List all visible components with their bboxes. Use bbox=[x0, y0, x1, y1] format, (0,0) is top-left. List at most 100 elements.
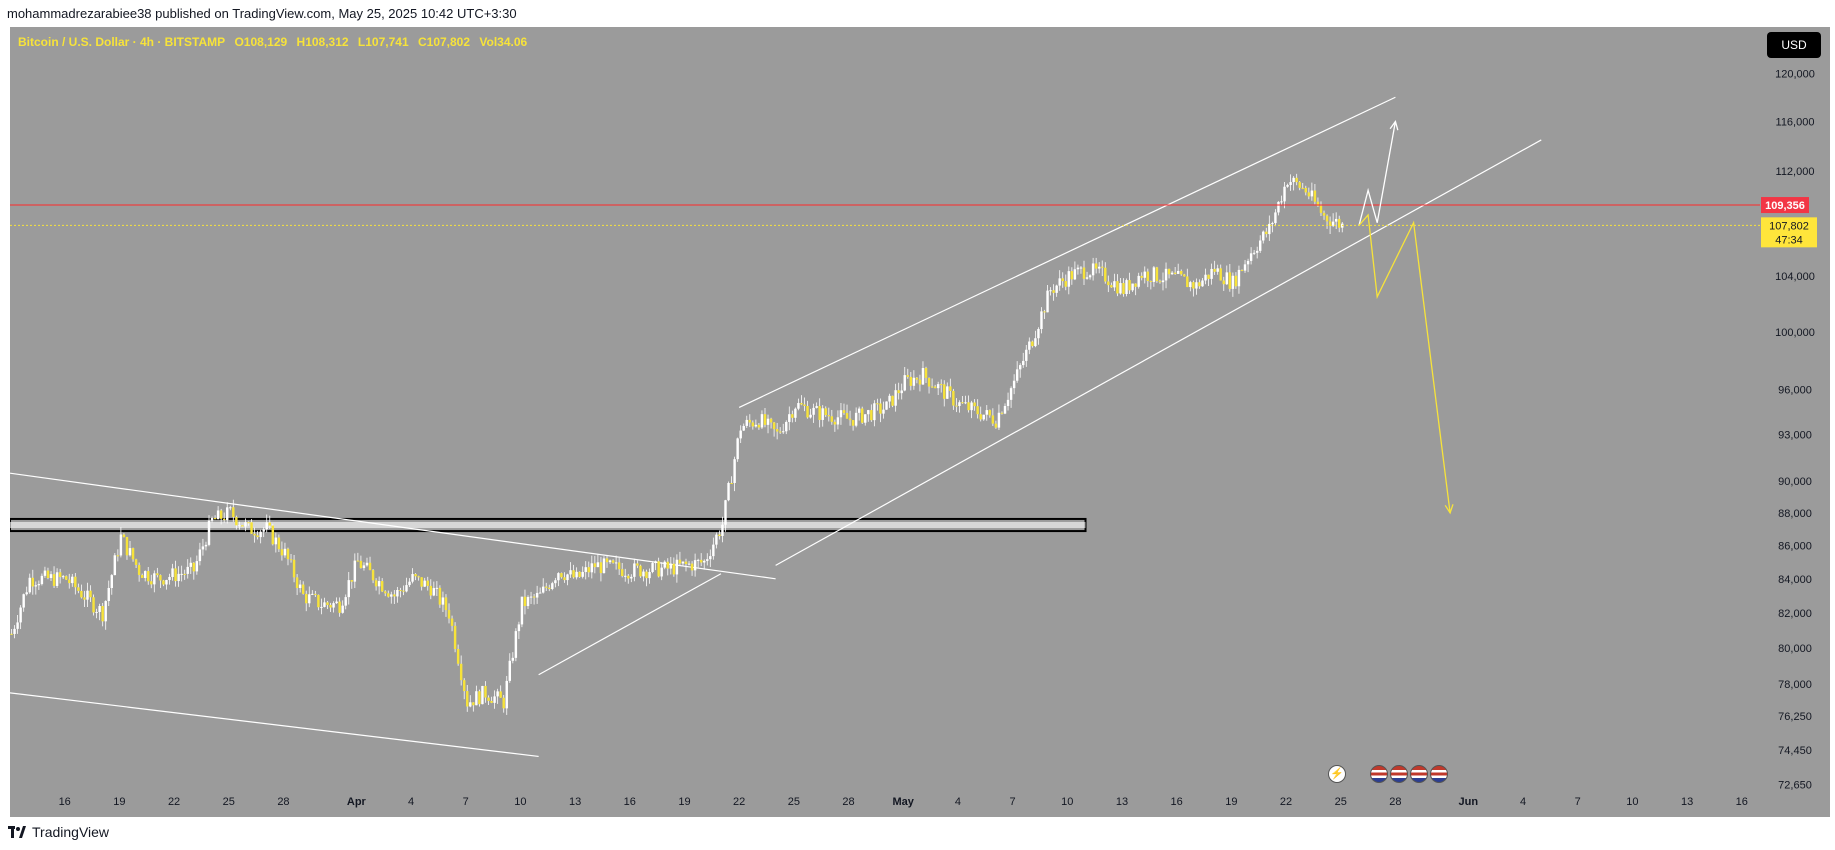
x-tick-label: 10 bbox=[1626, 796, 1638, 808]
candle-body bbox=[490, 700, 493, 703]
candle-body bbox=[706, 559, 709, 561]
us-flag-icon[interactable] bbox=[1370, 765, 1388, 783]
candle-body bbox=[864, 414, 867, 423]
candle-body bbox=[800, 403, 803, 405]
candle-body bbox=[970, 402, 973, 411]
candle-body bbox=[733, 459, 736, 484]
candle-body bbox=[314, 593, 317, 595]
candle-body bbox=[80, 590, 83, 598]
candle-body bbox=[1313, 190, 1317, 202]
candle-body bbox=[1137, 275, 1140, 287]
y-tick-label: 96,000 bbox=[1778, 385, 1812, 397]
projection-path-yellow-arrowhead bbox=[1444, 504, 1454, 515]
us-flag-icon[interactable] bbox=[1410, 765, 1428, 783]
candle-body bbox=[605, 558, 609, 563]
candle-body bbox=[982, 414, 985, 420]
candle-body bbox=[399, 589, 402, 591]
candle-body bbox=[663, 561, 666, 568]
candle-body bbox=[584, 567, 587, 572]
candle-body bbox=[459, 663, 463, 681]
lightning-icon[interactable]: ⚡ bbox=[1328, 765, 1346, 783]
y-tick-label: 74,450 bbox=[1778, 745, 1812, 757]
candle-body bbox=[973, 402, 976, 407]
trendline bbox=[10, 692, 539, 758]
x-tick-label: 25 bbox=[1335, 796, 1347, 808]
candle-body bbox=[712, 544, 715, 557]
candle-body bbox=[1070, 271, 1074, 280]
candle-body bbox=[1192, 282, 1195, 289]
candle-body bbox=[505, 680, 508, 709]
us-flag-icon[interactable] bbox=[1390, 765, 1408, 783]
candle-body bbox=[891, 395, 894, 406]
candle-body bbox=[450, 618, 454, 626]
y-tick-label: 82,000 bbox=[1778, 608, 1812, 620]
candle-body bbox=[402, 590, 405, 592]
candle-body bbox=[803, 404, 806, 406]
candle-body bbox=[10, 633, 13, 635]
us-flag-icon[interactable] bbox=[1430, 765, 1448, 783]
candle-body bbox=[253, 533, 256, 536]
candle-body bbox=[1310, 190, 1314, 197]
candle-body bbox=[19, 607, 22, 623]
candle-body bbox=[611, 560, 615, 563]
candle-body bbox=[250, 522, 253, 534]
candle-body bbox=[1158, 281, 1162, 283]
candle-body bbox=[1307, 192, 1311, 197]
candle-body bbox=[49, 574, 53, 578]
candle-body bbox=[31, 577, 35, 587]
candle-body bbox=[1028, 341, 1031, 350]
x-tick-label: 4 bbox=[408, 796, 414, 808]
brand-footer[interactable]: TradingView bbox=[8, 824, 109, 840]
candle-body bbox=[933, 386, 937, 389]
candle-body bbox=[651, 563, 654, 572]
candle-body bbox=[1225, 272, 1229, 285]
candle-body bbox=[557, 573, 560, 581]
candle-body bbox=[1255, 250, 1259, 253]
candle-body bbox=[718, 534, 721, 537]
candle-body bbox=[347, 580, 350, 598]
candle-body bbox=[1210, 268, 1213, 279]
x-tick-label: 10 bbox=[514, 796, 526, 808]
candle-body bbox=[210, 517, 214, 521]
candle-body bbox=[636, 563, 639, 566]
candle-body bbox=[897, 390, 900, 394]
candle-body bbox=[122, 534, 126, 538]
candle-body bbox=[137, 564, 141, 575]
candle-body bbox=[639, 565, 642, 577]
candle-body bbox=[994, 423, 998, 428]
candle-body bbox=[262, 529, 265, 532]
candle-body bbox=[1219, 268, 1222, 281]
candle-body bbox=[748, 419, 752, 423]
candle-body bbox=[259, 531, 262, 538]
candle-body bbox=[305, 593, 308, 604]
candle-body bbox=[1006, 399, 1010, 406]
candle-body bbox=[946, 386, 949, 399]
price-chart[interactable]: 72,650 74,450 76,250 78,000 80,000 82,000 84,0… bbox=[10, 27, 1830, 817]
candle-body bbox=[213, 517, 217, 520]
candle-body bbox=[575, 571, 578, 578]
candle-body bbox=[1037, 329, 1040, 339]
candle-body bbox=[1043, 311, 1046, 313]
candle-body bbox=[125, 537, 129, 556]
candle-body bbox=[520, 596, 524, 625]
candle-body bbox=[396, 589, 399, 597]
candle-body bbox=[1012, 380, 1016, 389]
candle-body bbox=[745, 419, 748, 426]
chart-frame[interactable]: 72,650 74,450 76,250 78,000 80,000 82,000 84,0… bbox=[10, 27, 1830, 817]
candle-body bbox=[1119, 283, 1122, 294]
candle-body bbox=[183, 573, 186, 575]
currency-button[interactable]: USD bbox=[1767, 32, 1821, 58]
candle-body bbox=[1104, 267, 1107, 282]
candle-body bbox=[484, 685, 487, 698]
candle-body bbox=[46, 570, 50, 578]
candle-body bbox=[207, 520, 211, 545]
candle-body bbox=[1046, 290, 1049, 313]
candle-body bbox=[320, 606, 323, 608]
candle-body bbox=[502, 697, 505, 709]
symbol-legend: Bitcoin / U.S. Dollar · 4h · BITSTAMP O1… bbox=[18, 35, 533, 49]
candle-body bbox=[380, 581, 384, 592]
y-tick-label: 76,250 bbox=[1778, 711, 1812, 723]
candle-body bbox=[356, 560, 360, 562]
candle-body bbox=[423, 580, 426, 587]
candle-body bbox=[1161, 280, 1165, 283]
